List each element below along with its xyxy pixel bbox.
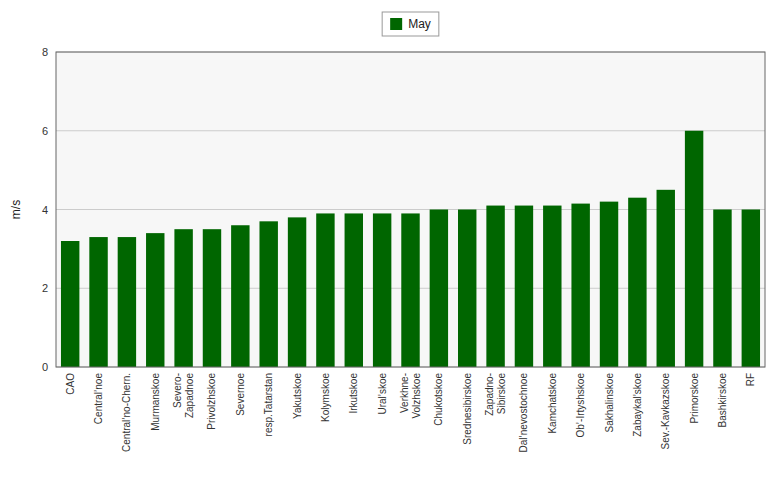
x-tick-label: resp.Tatarstan	[263, 373, 274, 436]
bar	[486, 206, 504, 367]
y-tick-label: 6	[42, 125, 48, 137]
y-tick-label: 2	[42, 282, 48, 294]
bar	[571, 204, 589, 367]
grid	[56, 52, 765, 367]
x-tick-label: RF	[745, 373, 756, 386]
x-tick-label: Irkutskoe	[348, 373, 359, 414]
chart-container: 0 2 4 6 8 CAO Central’noe Central’no-Chern. Murm…	[0, 0, 777, 479]
bar	[89, 237, 107, 367]
x-tick-label: Severo-Zapadnoe	[172, 373, 195, 418]
grid-line	[56, 130, 765, 131]
bar	[401, 213, 419, 367]
bar	[146, 233, 164, 367]
bar	[174, 229, 192, 367]
x-tick-label: CAO	[65, 373, 76, 395]
legend: May	[382, 12, 439, 36]
bar	[345, 213, 363, 367]
x-tick-label: Murmanskoe	[150, 373, 161, 431]
x-tick-label: Bashkirskoe	[717, 373, 728, 428]
legend-label: May	[408, 17, 431, 31]
bar	[628, 198, 646, 367]
bar	[61, 241, 79, 367]
x-tick-label: Verkhne-Volzhskoe	[399, 373, 422, 419]
bar	[458, 210, 476, 368]
bar	[203, 229, 221, 367]
bar	[742, 210, 760, 368]
bar	[515, 206, 533, 367]
x-tick-label: Zapadno-Sibirskoe	[484, 373, 507, 416]
legend-swatch	[390, 18, 402, 30]
bars	[61, 131, 760, 367]
bar	[600, 202, 618, 367]
bar	[231, 225, 249, 367]
bar	[657, 190, 675, 367]
x-tick-label: Zabaykal’skoe	[632, 373, 643, 437]
bar	[288, 217, 306, 367]
bar	[430, 210, 448, 368]
x-tick-label: Yakutskoe	[292, 373, 303, 419]
y-tick-label: 8	[42, 46, 48, 58]
x-tick-label: Ural’skoe	[377, 373, 388, 415]
y-axis-label: m/s	[9, 200, 23, 219]
bar	[373, 213, 391, 367]
x-tick-label: Srednesibirskoe	[462, 373, 473, 445]
chart: 0 2 4 6 8 CAO Central’noe Central’no-Chern. Murm…	[0, 0, 777, 479]
bar	[259, 221, 277, 367]
x-tick-label: Privolzhskoe	[206, 373, 217, 430]
legend-box	[382, 12, 439, 36]
bar	[118, 237, 136, 367]
x-tick-label: Severnoe	[235, 373, 246, 416]
plot-area	[56, 52, 765, 367]
y-tick-label: 4	[42, 204, 48, 216]
plot-frame	[56, 52, 765, 367]
x-tick-label: Sakhalinskoe	[604, 373, 615, 433]
x-tick-label: Kolymskoe	[320, 373, 331, 422]
x-tick-label: Sev.-Kavkazskoe	[660, 373, 671, 450]
x-tick-label: Dal’nevostochnoe	[518, 373, 529, 453]
y-tick-label: 0	[42, 361, 48, 373]
x-tick-label: Central’noe	[93, 373, 104, 425]
x-tick-label: Kamchatskoe	[547, 373, 558, 434]
x-tick-label: Chukotskoe	[433, 373, 444, 426]
x-tick-label: Central’no-Chern.	[121, 373, 132, 452]
bar	[543, 206, 561, 367]
bar	[713, 210, 731, 368]
bar	[316, 213, 334, 367]
x-tick-label: Ob’-Irtyshskoe	[575, 373, 586, 438]
x-tick-label: Primorskoe	[689, 373, 700, 424]
bar	[685, 131, 703, 367]
